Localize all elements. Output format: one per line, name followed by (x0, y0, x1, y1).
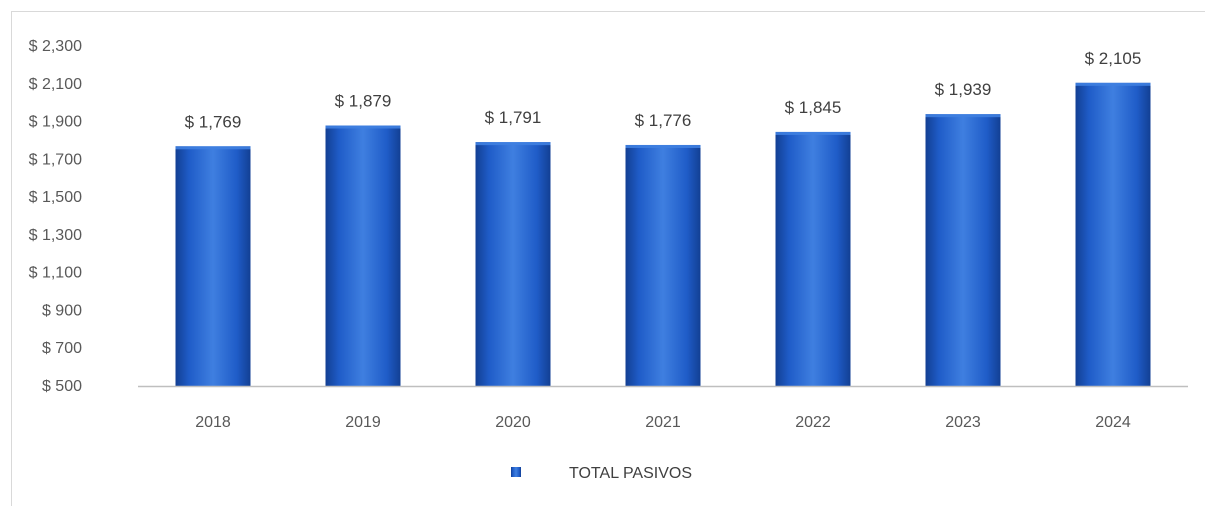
bar-series: $ 1,769 $ 1,879 $ 1,791 $ 1,776 $ 1,845 $ 1,9… (175, 49, 1151, 387)
x-tick-label: 2018 (195, 414, 231, 431)
bar-group: $ 1,879 (325, 92, 401, 387)
y-tick-label: $ 900 (42, 302, 82, 319)
y-tick-label: $ 1,100 (29, 265, 82, 282)
data-label: $ 1,791 (485, 108, 542, 127)
data-label: $ 1,845 (785, 98, 842, 117)
bar-group: $ 1,939 (925, 80, 1001, 386)
bar-top-highlight (625, 144, 701, 148)
legend-swatch (511, 467, 521, 477)
legend-label: TOTAL PASIVOS (569, 465, 692, 482)
x-axis: 2018 2019 2020 2021 2022 2023 2024 (138, 385, 1188, 431)
data-label: $ 1,769 (185, 112, 242, 131)
x-tick-label: 2024 (1095, 414, 1131, 431)
bar-top-highlight (775, 131, 851, 135)
bar-group: $ 1,845 (775, 98, 851, 386)
bar (175, 146, 251, 386)
y-tick-label: $ 2,300 (29, 38, 82, 55)
data-label: $ 1,776 (635, 111, 692, 130)
y-tick-label: $ 500 (42, 378, 82, 395)
y-tick-label: $ 2,100 (29, 76, 82, 93)
bar-top-highlight (175, 146, 251, 150)
y-tick-label: $ 1,900 (29, 114, 82, 131)
bar-group: $ 1,769 (175, 112, 251, 386)
bar-top-highlight (1075, 82, 1151, 86)
x-tick-label: 2019 (345, 414, 381, 431)
data-label: $ 1,939 (935, 80, 992, 99)
x-tick-label: 2022 (795, 414, 831, 431)
bar-group: $ 1,791 (475, 108, 551, 386)
x-tick-label: 2023 (945, 414, 981, 431)
bar-top-highlight (325, 125, 401, 129)
data-label: $ 1,879 (335, 92, 392, 111)
bar-group: $ 1,776 (625, 111, 701, 386)
y-tick-label: $ 1,300 (29, 227, 82, 244)
y-axis: $ 500 $ 700 $ 900 $ 1,100 $ 1,300 $ 1,500 $ 1,… (29, 38, 82, 395)
legend: TOTAL PASIVOS (511, 465, 692, 482)
bar (325, 125, 401, 387)
y-tick-label: $ 700 (42, 340, 82, 357)
bar (925, 114, 1001, 386)
bar-top-highlight (925, 114, 1001, 118)
bar-top-highlight (475, 142, 551, 146)
bar-group: $ 2,105 (1075, 49, 1151, 386)
bar (1075, 82, 1151, 386)
bar (775, 131, 851, 386)
bar (475, 142, 551, 386)
y-tick-label: $ 1,700 (29, 151, 82, 168)
y-tick-label: $ 1,500 (29, 189, 82, 206)
data-label: $ 2,105 (1085, 49, 1142, 68)
x-tick-label: 2020 (495, 414, 531, 431)
x-tick-label: 2021 (645, 414, 681, 431)
bar (625, 144, 701, 386)
